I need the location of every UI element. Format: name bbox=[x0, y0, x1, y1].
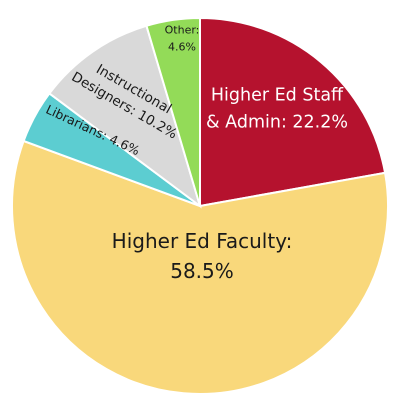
slice-label-faculty-line-2: 58.5% bbox=[170, 259, 234, 283]
slice-label-other: Other: 4.6% bbox=[165, 24, 200, 54]
slice-label-faculty: Higher Ed Faculty: 58.5% bbox=[112, 229, 293, 283]
slice-label-faculty-line-1: Higher Ed Faculty: bbox=[112, 229, 293, 253]
pie-slice-faculty bbox=[11, 139, 389, 396]
slice-label-other-line-1: Other: bbox=[165, 24, 200, 37]
slice-label-staff-line-1: Higher Ed Staff bbox=[211, 86, 344, 106]
pie-slice-instructional bbox=[48, 24, 202, 209]
pie-slice-staff bbox=[199, 16, 387, 208]
slice-label-other-line-2: 4.6% bbox=[168, 41, 196, 54]
pie-slices bbox=[11, 16, 389, 396]
slice-label-staff-line-2: & Admin: 22.2% bbox=[206, 113, 348, 133]
pie-slice-other bbox=[145, 16, 201, 207]
slice-label-staff: Higher Ed Staff & Admin: 22.2% bbox=[206, 86, 348, 133]
